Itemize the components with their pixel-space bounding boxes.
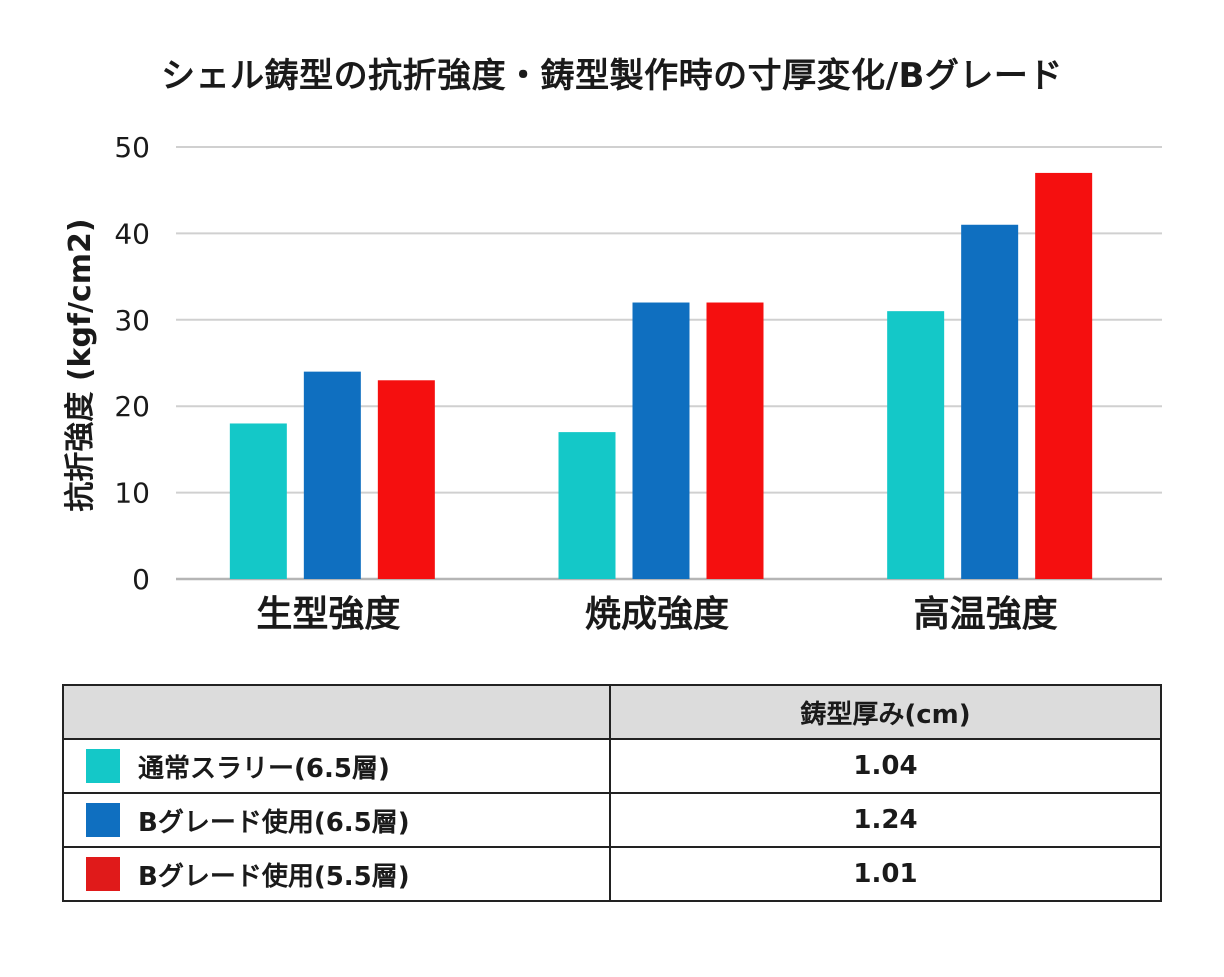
bar xyxy=(632,302,690,579)
bar xyxy=(1035,172,1093,580)
x-category-label: 高温強度 xyxy=(914,594,1058,635)
y-tick-label: 40 xyxy=(114,217,150,250)
table-row-value: 1.04 xyxy=(609,738,1162,794)
y-tick-label: 0 xyxy=(132,563,150,596)
thickness-table: 鋳型厚み(cm) 通常スラリー(6.5層) 1.04 Bグレード使用(6.5層)… xyxy=(62,684,1162,902)
bar-chart: 0 10 20 30 40 50 生型強度 焼成強度 高温強度 抗折強度 (kgf/cm2) xyxy=(63,131,1162,635)
y-tick-labels: 0 10 20 30 40 50 xyxy=(114,131,150,596)
bar xyxy=(706,302,764,579)
y-axis-label: 抗折強度 (kgf/cm2) xyxy=(63,218,98,511)
table-row: Bグレード使用(5.5層) 1.01 xyxy=(62,846,1162,902)
x-category-labels: 生型強度 焼成強度 高温強度 xyxy=(256,594,1057,635)
y-tick-label: 10 xyxy=(114,477,150,510)
table-row: Bグレード使用(6.5層) 1.24 xyxy=(62,792,1162,848)
table-row: 通常スラリー(6.5層) 1.04 xyxy=(62,738,1162,794)
bar xyxy=(229,423,287,579)
table-row-label: Bグレード使用(5.5層) xyxy=(62,846,611,902)
series-name: Bグレード使用(5.5層) xyxy=(138,861,410,892)
table-header-empty xyxy=(62,684,611,740)
y-tick-label: 20 xyxy=(114,390,150,423)
bars xyxy=(229,172,1093,580)
bar xyxy=(887,311,945,579)
bar xyxy=(303,371,361,579)
bar xyxy=(377,380,435,579)
x-category-label: 焼成強度 xyxy=(585,594,729,635)
bar xyxy=(961,224,1019,579)
legend-swatch-red xyxy=(86,857,120,891)
series-name: Bグレード使用(6.5層) xyxy=(138,807,410,838)
legend-swatch-blue xyxy=(86,803,120,837)
table-row-label: Bグレード使用(6.5層) xyxy=(62,792,611,848)
series-name: 通常スラリー(6.5層) xyxy=(138,753,390,784)
bar xyxy=(558,432,616,579)
y-tick-label: 50 xyxy=(114,131,150,164)
table-row-value: 1.01 xyxy=(609,846,1162,902)
table-header-thickness: 鋳型厚み(cm) xyxy=(609,684,1162,740)
x-category-label: 生型強度 xyxy=(256,594,400,635)
legend-swatch-cyan xyxy=(86,749,120,783)
table-row-label: 通常スラリー(6.5層) xyxy=(62,738,611,794)
chart-title: シェル鋳型の抗折強度・鋳型製作時の寸厚変化/Bグレード xyxy=(161,56,1063,96)
y-tick-label: 30 xyxy=(114,304,150,337)
table-header-row: 鋳型厚み(cm) xyxy=(62,684,1162,740)
table-row-value: 1.24 xyxy=(609,792,1162,848)
